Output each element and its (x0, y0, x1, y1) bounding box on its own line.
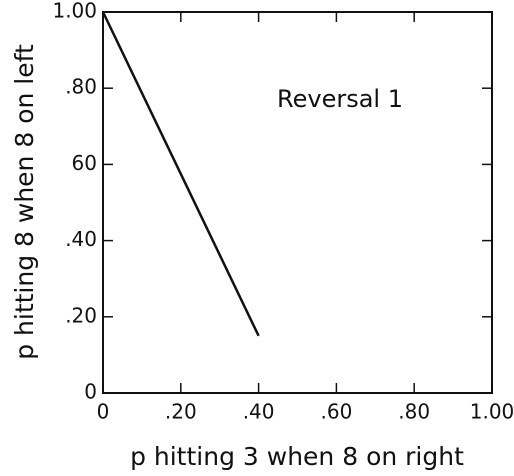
y-tick-label: 0 (84, 380, 97, 404)
y-tick-label: .20 (65, 303, 97, 327)
x-tick-label: .20 (165, 400, 197, 424)
y-tick-label: .80 (65, 75, 97, 99)
plot-frame (102, 11, 493, 394)
x-tick-label: .80 (398, 400, 430, 424)
x-axis-label: p hitting 3 when 8 on right (130, 442, 464, 471)
y-tick-label: 60 (72, 151, 97, 175)
x-tick-label: 0 (97, 400, 110, 424)
x-tick-label: 1.00 (470, 400, 514, 424)
y-tick-label: 1.00 (52, 0, 97, 23)
data-line (101, 11, 260, 337)
y-axis-label: p hitting 8 when 8 on left (10, 44, 39, 360)
x-tick-label: .60 (320, 400, 352, 424)
annotation: Reversal 1 (277, 85, 403, 113)
x-tick-label: .40 (243, 400, 275, 424)
y-tick-label: .40 (65, 227, 97, 251)
